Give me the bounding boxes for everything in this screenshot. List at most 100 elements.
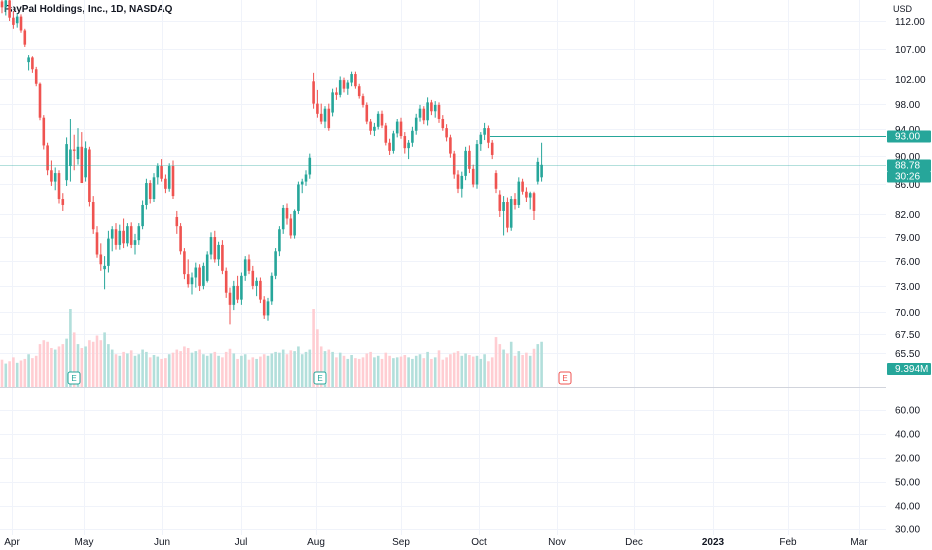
candle[interactable]: [72, 134, 76, 171]
candle[interactable]: [354, 71, 357, 89]
candle[interactable]: [179, 223, 182, 255]
candle[interactable]: [4, 0, 8, 16]
candle[interactable]: [259, 277, 262, 304]
candle[interactable]: [12, 11, 15, 29]
candle[interactable]: [270, 272, 274, 305]
candle[interactable]: [433, 101, 437, 118]
candle[interactable]: [289, 213, 293, 239]
candle[interactable]: [487, 125, 490, 149]
candle[interactable]: [148, 180, 152, 204]
candle[interactable]: [380, 110, 384, 129]
candle[interactable]: [190, 272, 194, 295]
candle[interactable]: [84, 141, 87, 182]
candle[interactable]: [281, 204, 285, 234]
candlestick-series[interactable]: [0, 0, 543, 325]
candle[interactable]: [376, 111, 380, 130]
price-axis[interactable]: 112.00107.00102.0098.0094.0090.0086.0082…: [895, 17, 926, 360]
candle[interactable]: [278, 226, 281, 257]
candle[interactable]: [50, 160, 53, 186]
lower-pane-axis[interactable]: 60.00 40.00 20.00 50.00 40.00 30.00: [895, 406, 920, 536]
candle[interactable]: [494, 170, 498, 194]
candle[interactable]: [232, 280, 236, 311]
candle[interactable]: [430, 99, 433, 116]
candle[interactable]: [335, 87, 338, 100]
candle[interactable]: [209, 232, 213, 260]
candle[interactable]: [441, 115, 445, 131]
candle[interactable]: [513, 193, 517, 210]
candle[interactable]: [456, 170, 460, 194]
candle[interactable]: [338, 76, 342, 98]
candle[interactable]: [141, 200, 144, 230]
candle[interactable]: [8, 0, 11, 21]
candle[interactable]: [69, 118, 72, 182]
candle[interactable]: [19, 14, 23, 33]
candle[interactable]: [110, 226, 114, 252]
candle[interactable]: [95, 226, 99, 258]
candle[interactable]: [61, 193, 65, 211]
candle[interactable]: [426, 97, 429, 126]
candle[interactable]: [392, 130, 395, 154]
candle[interactable]: [31, 56, 34, 73]
candle[interactable]: [502, 196, 505, 236]
candle[interactable]: [247, 254, 251, 275]
candle[interactable]: [91, 196, 95, 234]
candle[interactable]: [452, 150, 456, 179]
candle[interactable]: [240, 272, 243, 305]
candle[interactable]: [384, 122, 388, 146]
candle[interactable]: [506, 197, 509, 233]
candle[interactable]: [293, 209, 296, 239]
candle[interactable]: [498, 190, 502, 217]
candle[interactable]: [156, 163, 160, 185]
candle[interactable]: [57, 170, 61, 204]
time-axis[interactable]: Apr May Jun Jul Aug Sep Oct Nov Dec 2023 Feb Mar: [4, 537, 868, 548]
candle[interactable]: [164, 174, 167, 194]
candle[interactable]: [0, 0, 4, 14]
candle[interactable]: [536, 157, 540, 185]
candle[interactable]: [525, 187, 528, 202]
candle[interactable]: [304, 170, 308, 186]
candle[interactable]: [129, 222, 133, 249]
candle[interactable]: [27, 55, 30, 71]
candle[interactable]: [464, 146, 467, 181]
candle[interactable]: [160, 159, 163, 182]
candle[interactable]: [145, 178, 148, 210]
candle[interactable]: [221, 240, 224, 275]
candle[interactable]: [224, 267, 228, 298]
candle[interactable]: [228, 287, 232, 325]
candle[interactable]: [509, 196, 513, 231]
candle[interactable]: [167, 163, 171, 192]
candle[interactable]: [445, 124, 448, 142]
earnings-marker[interactable]: E: [67, 371, 81, 385]
candle[interactable]: [479, 132, 483, 151]
candle[interactable]: [316, 89, 319, 118]
candle[interactable]: [217, 241, 220, 266]
candle[interactable]: [323, 106, 327, 129]
candle[interactable]: [171, 160, 175, 200]
candle[interactable]: [107, 230, 110, 273]
candle[interactable]: [319, 103, 323, 125]
candle[interactable]: [202, 262, 205, 290]
candle[interactable]: [76, 128, 80, 165]
candle[interactable]: [540, 142, 543, 182]
candle[interactable]: [471, 164, 475, 188]
candle[interactable]: [460, 171, 464, 198]
candle[interactable]: [399, 117, 403, 139]
candle[interactable]: [34, 66, 38, 87]
candle[interactable]: [490, 140, 494, 160]
candle[interactable]: [414, 113, 418, 135]
candle[interactable]: [312, 72, 315, 109]
candle[interactable]: [38, 82, 42, 121]
candle[interactable]: [357, 83, 361, 99]
earnings-marker[interactable]: E: [558, 371, 572, 385]
candle[interactable]: [483, 122, 486, 141]
candle[interactable]: [266, 297, 270, 321]
candle[interactable]: [262, 296, 266, 319]
candle[interactable]: [369, 118, 372, 135]
candle[interactable]: [449, 134, 452, 158]
candle[interactable]: [118, 224, 122, 250]
candle[interactable]: [300, 178, 304, 194]
candle[interactable]: [243, 256, 247, 281]
candle[interactable]: [361, 93, 365, 108]
candle[interactable]: [407, 140, 410, 160]
candle[interactable]: [308, 153, 312, 179]
